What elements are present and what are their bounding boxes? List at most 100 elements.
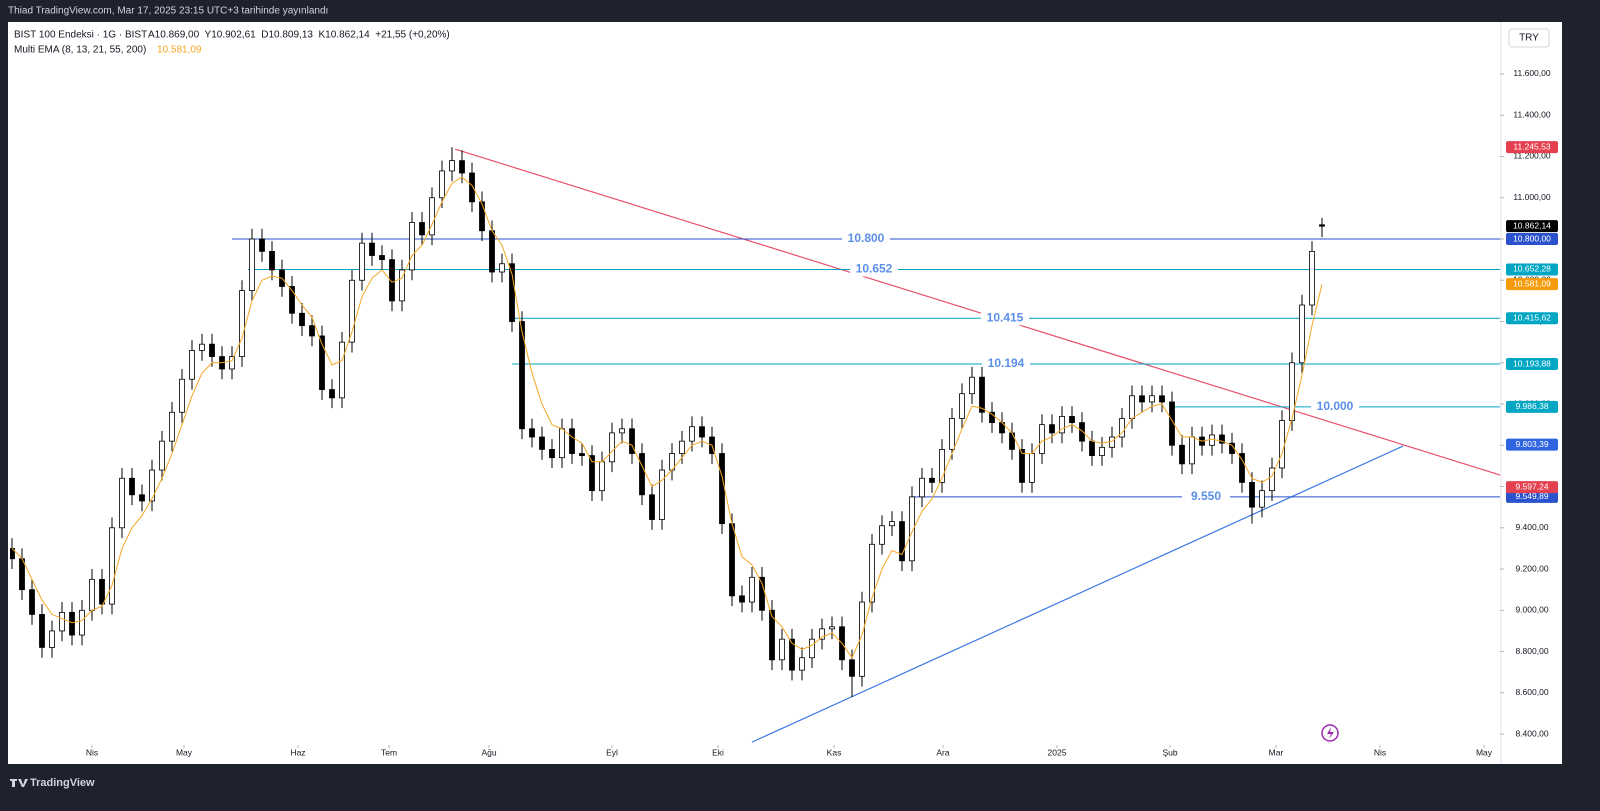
trend-line	[751, 445, 1404, 743]
candle-body	[1299, 304, 1305, 364]
candle-body	[469, 172, 475, 203]
candle-body	[1239, 453, 1245, 483]
indicator-value: 10.581,09	[157, 45, 202, 56]
axis-price-tag	[1506, 233, 1558, 246]
candle-body	[1049, 424, 1055, 434]
y-tick-label: 9.200,00	[1515, 563, 1548, 573]
currency[interactable]: TRY	[1519, 33, 1539, 44]
candle-body	[889, 521, 895, 527]
level-label: 10.194	[988, 356, 1025, 370]
event-icon[interactable]	[1321, 724, 1339, 742]
candle-body	[1209, 434, 1215, 446]
candle-body	[559, 428, 565, 459]
event-icon-bolt	[1327, 727, 1334, 739]
candle-body	[1039, 424, 1045, 454]
plot-layer: 10.800 10.652 10.415 10.194 10.000 9.550	[10, 147, 1500, 743]
candle-body	[869, 543, 875, 603]
candle-body	[629, 428, 635, 454]
indicator-name: Multi EMA (8, 13, 21, 55, 200)	[14, 45, 146, 56]
candle-body	[89, 578, 95, 611]
publish-note: Thiad TradingView.com, Mar 17, 2025 23:1…	[8, 6, 328, 17]
axis-price-label: 10.652,28	[1513, 264, 1551, 274]
candle-body	[1289, 362, 1295, 421]
candle-body	[769, 609, 775, 661]
brand-logo	[10, 779, 28, 787]
candle-body	[1029, 453, 1035, 483]
x-tick-label: Haz	[290, 747, 305, 757]
x-tick-label: Şub	[1162, 747, 1177, 757]
level-label: 10.800	[848, 231, 885, 245]
candle-body	[379, 255, 385, 261]
candle-body	[879, 525, 885, 545]
candle-body	[579, 453, 585, 456]
candle-body	[429, 197, 435, 236]
axis-price-label: 10.800,00	[1513, 233, 1551, 243]
candle-body	[129, 477, 135, 496]
candle-body	[39, 614, 45, 648]
brand: TradingView	[30, 777, 95, 789]
candle-body	[989, 411, 995, 423]
candle-body	[1309, 250, 1315, 306]
candle-body	[169, 411, 175, 442]
y-tick-label: 9.400,00	[1515, 522, 1548, 532]
candle-body	[849, 659, 855, 677]
axis-price-tag	[1506, 400, 1558, 413]
x-tick-label: Eyl	[606, 747, 618, 757]
candle-body	[1189, 436, 1195, 465]
candle-body	[329, 389, 335, 399]
axis-price-tag	[1506, 141, 1558, 154]
candle-body	[79, 609, 85, 636]
level-label: 9.550	[1191, 489, 1221, 503]
candle-body	[349, 279, 355, 343]
candle-body	[1169, 401, 1175, 446]
candle-body	[639, 453, 645, 496]
axis-price-tag	[1506, 358, 1558, 371]
candle-body	[569, 428, 575, 454]
candle-body	[809, 638, 815, 659]
candle-body	[299, 312, 305, 327]
candle-body	[1279, 420, 1285, 469]
candle-body	[199, 343, 205, 351]
candle-body	[319, 335, 325, 390]
candle-body	[179, 378, 185, 413]
candle-body	[829, 626, 835, 630]
candle-body	[119, 477, 125, 529]
x-tick-label: Kas	[827, 747, 842, 757]
y-tick-label: 8.400,00	[1515, 728, 1548, 738]
x-tick-label: Nis	[1374, 747, 1386, 757]
candle-body	[619, 428, 625, 434]
axis-price-label: 9.597,24	[1515, 481, 1548, 491]
y-tick-label: 11.200,00	[1513, 151, 1550, 161]
candle-body	[899, 521, 905, 562]
axis-price-label: 9.986,38	[1515, 401, 1548, 411]
candle-body	[339, 341, 345, 399]
axis-price-label: 10.193,88	[1513, 358, 1551, 368]
axis-price-label: 9.803,39	[1515, 439, 1548, 449]
currency-box[interactable]	[1508, 28, 1550, 48]
candle-body	[959, 393, 965, 419]
candle-body	[819, 628, 825, 640]
y-tick-label: 8.800,00	[1515, 646, 1548, 656]
candle-body	[449, 160, 455, 172]
candle-body	[459, 160, 465, 174]
candle-body	[799, 657, 805, 671]
candle-body	[859, 601, 865, 677]
candle-body	[739, 595, 745, 603]
candle-body	[529, 428, 535, 438]
level-label-bg	[1182, 489, 1230, 504]
candle-body	[979, 376, 985, 413]
candle-body	[479, 201, 485, 232]
x-tick-label: May	[1476, 747, 1493, 757]
candle-body	[1079, 422, 1085, 442]
x-tick-label: May	[176, 747, 193, 757]
candle-body	[289, 286, 295, 314]
candle-body	[549, 449, 555, 459]
candle-body	[259, 238, 265, 252]
candle-body	[659, 469, 665, 520]
axis-price-tag	[1506, 220, 1558, 233]
candle-body	[309, 325, 315, 337]
candle-body	[189, 349, 195, 380]
axis-price-label: 10.581,09	[1513, 278, 1551, 288]
y-tick-label: 11.400,00	[1513, 109, 1550, 119]
